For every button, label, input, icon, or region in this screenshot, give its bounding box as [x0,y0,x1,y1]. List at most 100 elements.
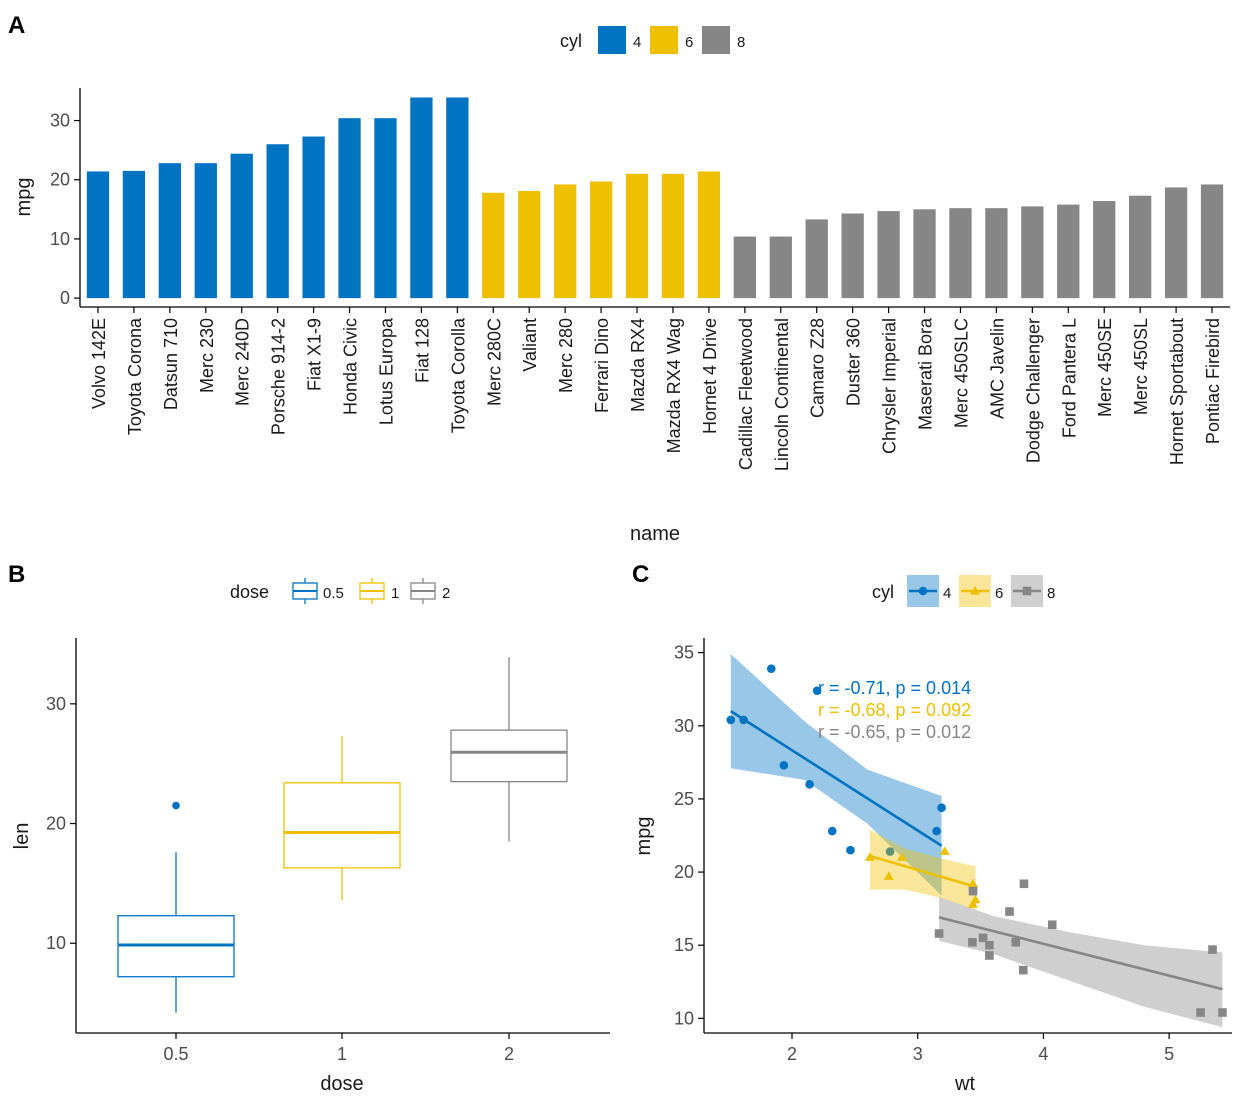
y-tick-label: 20 [674,862,694,882]
data-point [978,933,988,943]
data-point [918,586,928,596]
x-tick-label: Hornet Sportabout [1167,318,1187,465]
data-point [1208,945,1217,954]
bar [302,136,325,299]
bar [482,192,505,299]
y-tick-label: 35 [674,643,694,663]
bar [158,163,181,299]
legend-key-dose-0-5 [292,578,318,604]
panel-c-legend-title: cyl [872,582,894,602]
regression-line [730,710,943,847]
x-tick-label: Lincoln Continental [772,318,792,471]
series-cyl-4 [726,654,946,896]
data-point [885,847,895,856]
legend-swatch-4 [598,26,626,54]
bar [1093,201,1116,299]
bar [554,184,577,299]
x-tick-label: Camaro Z28 [808,318,828,418]
panel-b-x-ticks: 0.5 1 2 [163,1033,514,1064]
x-tick-label: AMC Javelin [987,318,1007,419]
x-tick-label: Volvo 142E [89,318,109,409]
y-tick-label: 20 [46,814,66,834]
x-tick-label: Duster 360 [844,318,864,406]
bar [805,219,828,299]
box [283,782,401,869]
cyl-legend-label-4: 4 [943,585,951,602]
panel-c-x-axis-title: wt [954,1073,975,1095]
bar [985,208,1008,299]
legend-key-dose-1 [359,578,385,604]
regression-line [869,854,976,888]
bar [661,173,685,299]
box [450,729,568,783]
x-tick-label: 4 [1038,1044,1048,1064]
x-tick-label: Pontiac Firebird [1203,318,1223,444]
correlation-label-6: r = -0.68, p = 0.092 [818,700,971,720]
panel-c: C cyl 4 6 8 r = -0.71, p = 0.014 r = -0.… [632,561,1232,1095]
data-point [1218,1008,1227,1017]
y-tick-label: 0 [60,288,70,308]
data-point [968,937,977,947]
data-point [939,846,950,856]
data-point [934,929,944,938]
bar [1021,206,1044,299]
data-point [937,803,946,813]
panel-a-legend-title: cyl [560,31,582,51]
data-point [1019,965,1028,975]
data-point [739,715,748,725]
data-point [932,826,941,836]
data-point [766,664,776,674]
x-tick-label: Ford Pantera L [1059,318,1079,438]
data-point [1011,937,1021,947]
x-tick-label: Fiat X1-9 [305,318,325,391]
series-cyl-8 [934,879,1227,1028]
bar [1164,187,1188,299]
outlier-point [172,801,180,810]
y-tick-label: 30 [50,111,70,131]
x-tick-label: Cadillac Fleetwood [736,318,756,470]
panel-a: A cyl 4 6 8 0 10 20 30 Volvo 142E Toyota Cor… [8,12,1230,545]
box-dose-0-5 [117,801,235,1013]
y-tick-label: 30 [46,694,66,714]
data-point [968,886,978,896]
panel-b: B dose 0.5 1 2 10 20 30 0.5 1 2 len dose [8,561,610,1095]
legend-key-dose-2 [410,578,436,604]
data-point [883,871,894,880]
x-tick-label: 2 [504,1044,514,1064]
x-tick-label: Merc 230 [197,318,217,393]
bar [518,190,541,299]
x-tick-label: Fiat 128 [412,318,432,383]
confidence-band [869,829,976,911]
panel-c-plot [726,654,1227,1028]
panel-c-y-axis-title: mpg [633,817,655,856]
regression-line [938,916,1223,991]
bar [625,173,649,299]
data-point [1047,920,1057,930]
panel-a-x-axis-title: name [630,523,680,545]
cyl-legend-label-8: 8 [1047,585,1055,602]
bar [86,171,110,299]
data-point [779,760,789,770]
panel-a-x-ticks: Volvo 142E Toyota Corona Datsun 710 Merc 23… [89,307,1223,471]
x-tick-label: 2 [787,1044,797,1064]
y-tick-label: 25 [674,789,694,809]
bar [877,211,900,299]
panel-c-label: C [632,561,649,588]
x-tick-label: 1 [337,1044,347,1064]
x-tick-label: Merc 450SLC [951,318,971,428]
panel-c-legend-keys [907,575,1043,607]
legend-key-cyl-4 [907,575,939,607]
panel-b-boxes [117,657,568,1013]
data-point [1022,586,1032,596]
dose-legend-label-1: 1 [391,585,399,602]
bar [194,163,217,299]
x-tick-label: 3 [913,1044,923,1064]
data-point [864,852,875,861]
bar [374,118,397,299]
data-point [985,951,994,960]
panel-a-legend: cyl 4 6 8 [560,26,745,54]
panel-c-x-ticks: 2 3 4 5 [787,1033,1174,1064]
x-tick-label: 5 [1164,1044,1174,1064]
bar [1200,184,1224,299]
data-point [968,878,978,888]
